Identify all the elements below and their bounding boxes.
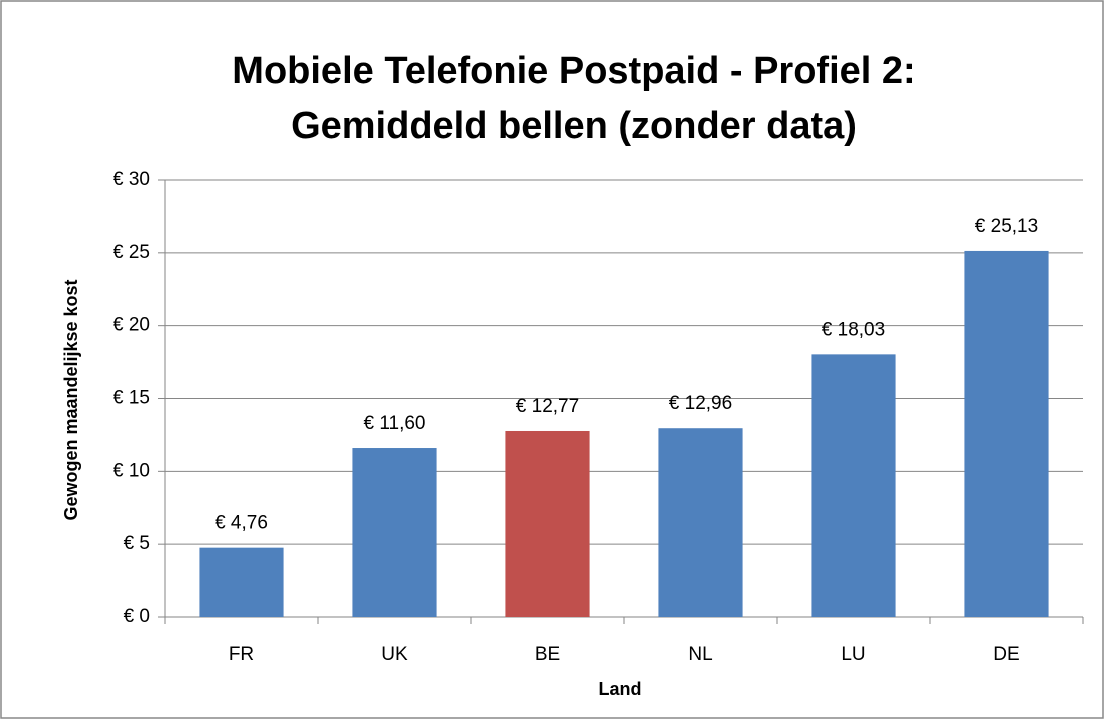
y-tick-label: € 0 — [124, 606, 150, 627]
y-tick-label: € 20 — [113, 315, 150, 336]
data-label: € 11,60 — [364, 413, 426, 434]
data-label: € 12,77 — [516, 396, 579, 417]
data-label: € 12,96 — [669, 393, 732, 414]
bar — [505, 430, 590, 617]
data-label: € 4,76 — [215, 513, 268, 534]
bar — [964, 250, 1049, 617]
x-tick-label: DE — [993, 644, 1019, 665]
bar — [352, 448, 437, 617]
x-tick-label: UK — [381, 644, 408, 665]
bar — [811, 354, 896, 617]
data-label: € 25,13 — [975, 216, 1038, 237]
bar — [658, 428, 743, 617]
x-tick-label: FR — [229, 644, 254, 665]
chart-title: Mobiele Telefonie Postpaid - Profiel 2: — [232, 50, 915, 92]
bar — [199, 547, 284, 617]
x-tick-label: LU — [841, 644, 865, 665]
y-tick-label: € 30 — [113, 169, 150, 190]
x-tick-label: BE — [535, 644, 560, 665]
chart-title: Gemiddeld bellen (zonder data) — [291, 105, 857, 147]
y-tick-label: € 10 — [113, 460, 150, 481]
y-tick-label: € 25 — [113, 242, 150, 263]
x-axis-title: Land — [599, 679, 642, 699]
y-tick-label: € 15 — [113, 388, 150, 409]
x-tick-label: NL — [688, 644, 712, 665]
y-axis-title: Gewogen maandelijkse kost — [61, 279, 81, 520]
data-label: € 18,03 — [822, 319, 885, 340]
y-tick-label: € 5 — [124, 533, 150, 554]
